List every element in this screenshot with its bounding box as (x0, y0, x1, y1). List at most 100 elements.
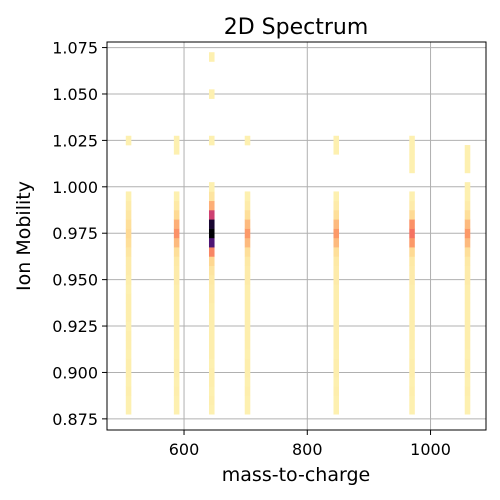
heatmap-cell (173, 302, 180, 313)
heatmap-cell (173, 247, 180, 257)
heatmap-cell (173, 228, 180, 239)
heatmap-cell (333, 145, 340, 155)
heatmap-cell (464, 256, 471, 267)
heatmap-cell (333, 219, 340, 229)
heatmap-cell (173, 274, 180, 285)
heatmap-cell (409, 386, 415, 396)
heatmap-cell (244, 330, 251, 341)
grid-lines (107, 42, 486, 430)
heatmap-cell (464, 191, 471, 202)
heatmap-cell (333, 256, 340, 267)
heatmap-cell (208, 358, 215, 369)
heatmap-cell (464, 349, 471, 359)
heatmap-cell (208, 386, 215, 396)
heatmap-cell (333, 386, 340, 396)
heatmap-cell (409, 228, 415, 239)
heatmap-cell (125, 358, 132, 369)
heatmap-cell (173, 312, 180, 322)
heatmap-cell (333, 330, 340, 341)
heatmap-cell (208, 219, 215, 229)
heatmap-cell (125, 404, 132, 415)
heatmap-cell (464, 237, 471, 248)
heatmap-cell (173, 265, 180, 276)
heatmap-cell (208, 404, 215, 415)
heatmap-cell (173, 358, 180, 369)
heatmap-cell (409, 135, 415, 146)
heatmap-cell (208, 339, 215, 350)
heatmap-cell (464, 293, 471, 304)
heatmap-cell (464, 182, 471, 192)
heatmap-cell (208, 293, 215, 304)
plot-area (107, 42, 486, 430)
heatmap-cell (244, 219, 251, 229)
heatmap-cell (244, 386, 251, 396)
heatmap-cell (173, 200, 180, 211)
heatmap-cell (173, 349, 180, 359)
heatmap-cell (464, 330, 471, 341)
heatmap-cell (464, 163, 471, 174)
heatmap-cell (409, 265, 415, 276)
heatmap-cell (464, 321, 471, 331)
heatmap-cell (333, 191, 340, 202)
heatmap-cell (409, 237, 415, 248)
heatmap-cell (208, 256, 215, 267)
y-tick-label: 0.900 (52, 363, 98, 382)
heatmap-cell (409, 163, 415, 174)
heatmap-cell (208, 200, 215, 211)
heatmap-cell (464, 228, 471, 239)
heatmap-cell (244, 191, 251, 202)
heatmap-cell (125, 265, 132, 276)
heatmap-cell (409, 321, 415, 331)
heatmap-cell (333, 349, 340, 359)
heatmap-cell (464, 219, 471, 229)
heatmap-cell (173, 339, 180, 350)
heatmap-cell (244, 302, 251, 313)
heatmap-cell (409, 274, 415, 285)
heatmap-cell (244, 367, 251, 378)
heatmap-cell (244, 312, 251, 322)
heatmap-cell (244, 274, 251, 285)
heatmap-cell (409, 154, 415, 164)
heatmap-cell (464, 200, 471, 211)
heatmap-cell (125, 135, 132, 146)
heatmap-cell (125, 293, 132, 304)
x-tick-label: 800 (292, 440, 323, 459)
heatmap-cell (333, 321, 340, 331)
heatmap-cell (464, 154, 471, 164)
heatmap-cell (125, 377, 132, 387)
heatmap-cell (173, 404, 180, 415)
heatmap-cell (244, 293, 251, 304)
heatmap-cell (244, 284, 251, 294)
heatmap-cell (409, 302, 415, 313)
heatmap-cell (125, 349, 132, 359)
heatmap-cell (409, 284, 415, 294)
heatmap-cell (464, 247, 471, 257)
heatmap-cell (208, 349, 215, 359)
heatmap-cell (173, 210, 180, 220)
heatmap-cell (208, 367, 215, 378)
heatmap-cell (208, 284, 215, 294)
plot-frame (106, 41, 487, 431)
heatmap-cell (464, 358, 471, 369)
heatmap-cell (409, 377, 415, 387)
heatmap-cell (409, 191, 415, 202)
heatmap-cell (208, 228, 215, 239)
heatmap-cell (173, 237, 180, 248)
heatmap-cells (125, 52, 471, 415)
heatmap-cell (125, 274, 132, 285)
heatmap-cell (244, 237, 251, 248)
heatmap-cell (244, 210, 251, 220)
heatmap-cell (208, 274, 215, 285)
heatmap-cell (464, 386, 471, 396)
heatmap-cell (125, 339, 132, 350)
heatmap-cell (244, 339, 251, 350)
heatmap-cell (333, 358, 340, 369)
heatmap-cell (208, 182, 215, 192)
y-axis-label: Ion Mobility (13, 181, 35, 291)
heatmap-cell (244, 265, 251, 276)
heatmap-cell (464, 395, 471, 406)
heatmap-cell (409, 256, 415, 267)
heatmap-cell (125, 330, 132, 341)
heatmap-cell (333, 293, 340, 304)
